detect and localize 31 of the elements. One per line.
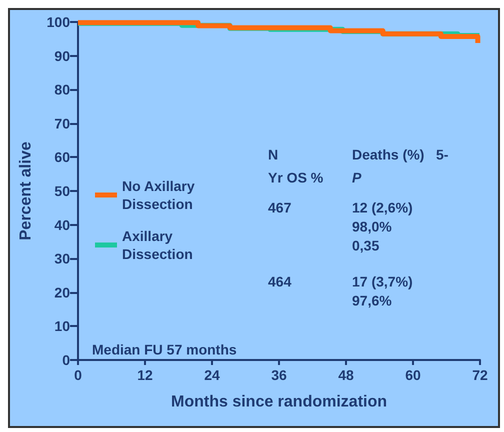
- annotation: 464: [268, 274, 292, 290]
- y-tick-label: 30: [54, 250, 70, 267]
- annotation: Deaths (%) 5-: [352, 146, 449, 162]
- y-tick-label: 90: [54, 48, 70, 64]
- legend-label: Axillary Dissection: [122, 228, 193, 262]
- x-axis-title: Months since randomization: [170, 394, 388, 410]
- y-tick-label: 70: [54, 115, 70, 132]
- x-tick-label: 12: [137, 367, 153, 383]
- x-tick-label: 48: [338, 367, 354, 383]
- y-tick-label: 0: [62, 352, 70, 368]
- y-tick-label: 80: [54, 82, 70, 98]
- y-axis-title: Percent alive: [18, 142, 34, 240]
- annotation: P: [352, 170, 362, 186]
- y-tick-label: 20: [54, 284, 70, 300]
- annotation: 467: [268, 200, 292, 216]
- y-tick-label: 100: [46, 14, 70, 30]
- annotation: N: [268, 146, 278, 162]
- annotation: Median FU 57 months: [92, 342, 237, 358]
- x-tick-label: 36: [271, 367, 287, 383]
- x-tick-label: 24: [204, 367, 220, 383]
- x-tick-label: 60: [405, 367, 421, 383]
- annotation: 17 (3,7%) 97,6%: [352, 274, 413, 308]
- x-tick-label: 0: [74, 367, 82, 383]
- y-tick-label: 10: [54, 318, 70, 334]
- y-tick-label: 50: [54, 183, 70, 199]
- x-tick-label: 72: [472, 367, 488, 383]
- legend-label: No Axillary Dissection: [122, 178, 199, 212]
- y-tick-label: 60: [54, 149, 70, 166]
- annotation: 12 (2,6%) 98,0% 0,35: [352, 200, 413, 254]
- y-tick-label: 40: [54, 216, 70, 233]
- annotation: Yr OS %: [268, 170, 324, 186]
